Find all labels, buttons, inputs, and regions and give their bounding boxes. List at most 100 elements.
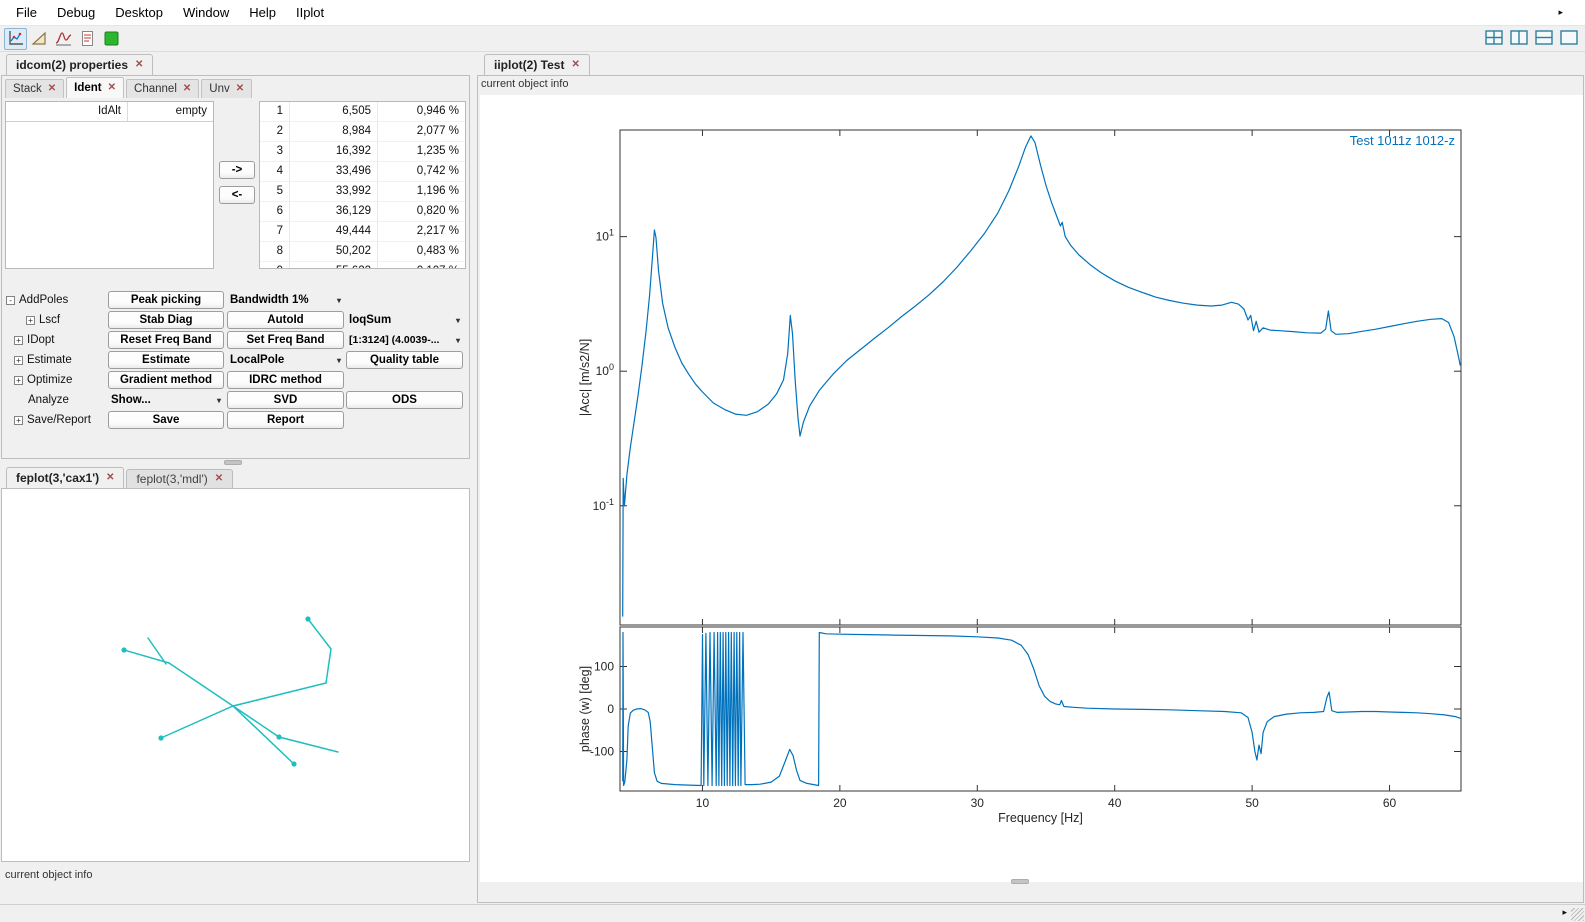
menu-help[interactable]: Help [249, 5, 276, 20]
tab-idcom-properties[interactable]: idcom(2) properties ✕ [6, 54, 154, 75]
pole-row[interactable]: 955,6220,107 % [260, 262, 465, 268]
tab-feplot-mdl[interactable]: feplot(3,'mdl') ✕ [126, 469, 234, 488]
close-icon[interactable]: ✕ [571, 59, 580, 70]
pole-cell: 6,505 [290, 102, 378, 122]
menu-window[interactable]: Window [182, 5, 230, 20]
layout-rows-icon[interactable] [1534, 28, 1554, 46]
expander-icon[interactable]: + [14, 335, 23, 345]
report-icon[interactable] [76, 28, 99, 50]
tab-feplot-cax1[interactable]: feplot(3,'cax1') ✕ [6, 467, 125, 488]
idalt-table[interactable]: IdAlt empty [5, 101, 214, 269]
expander-icon[interactable]: + [14, 415, 23, 425]
subtab-ident[interactable]: Ident ✕ [66, 77, 125, 98]
model-ok-icon[interactable] [100, 28, 123, 50]
feplot-status-text: current object info [5, 869, 93, 881]
report-button[interactable]: Report [227, 411, 344, 429]
pole-cell: 49,444 [290, 222, 378, 242]
setsquare-icon[interactable] [28, 28, 51, 50]
stab-diag-button[interactable]: Stab Diag [108, 311, 224, 329]
close-icon[interactable]: ✕ [214, 473, 224, 484]
close-icon[interactable]: ✕ [135, 59, 144, 70]
save-button[interactable]: Save [108, 411, 224, 429]
layout-toolbar [1484, 28, 1579, 46]
pole-cell: 0,483 % [378, 242, 465, 262]
idcom-plot-icon[interactable] [4, 27, 27, 50]
ods-button[interactable]: ODS [346, 391, 463, 409]
pole-cell: 0,820 % [378, 202, 465, 222]
autoid-button[interactable]: AutoId [227, 311, 344, 329]
pole-row[interactable]: 8 50,202 0,483 % [260, 242, 465, 262]
estimate-button[interactable]: Estimate [108, 351, 224, 369]
close-icon[interactable]: ✕ [47, 83, 57, 94]
pole-row[interactable]: 1 6,505 0,946 % [260, 102, 465, 122]
splitter-handle[interactable] [1011, 879, 1029, 884]
freq-range-combo[interactable]: [1:3124] (4.0039-... ▾ [346, 331, 463, 349]
localpole-combo[interactable]: LocalPole ▾ [227, 351, 344, 369]
expander-icon[interactable]: + [14, 355, 23, 365]
expander-icon[interactable]: - [6, 295, 15, 305]
pole-row[interactable]: 3 16,392 1,235 % [260, 142, 465, 162]
pole-row[interactable]: 2 8,984 2,077 % [260, 122, 465, 142]
layout-columns-icon[interactable] [1509, 28, 1529, 46]
subtab-channel[interactable]: Channel ✕ [126, 79, 200, 98]
statusbar-overflow-arrow-icon[interactable]: ▸ [1562, 907, 1567, 917]
set-freq-band-button[interactable]: Set Freq Band [227, 331, 344, 349]
menu-desktop[interactable]: Desktop [115, 5, 163, 20]
pole-cell: 16,392 [290, 142, 378, 162]
idrc-method-button[interactable]: IDRC method [227, 371, 344, 389]
move-left-button[interactable]: <- [219, 186, 255, 204]
feplot-canvas[interactable] [1, 488, 470, 862]
close-icon[interactable]: ✕ [107, 82, 117, 93]
wireframe-segment [147, 637, 167, 665]
gradient-method-button[interactable]: Gradient method [108, 371, 224, 389]
tool-row-lscf: + Lscf Stab Diag AutoId loqSum ▾ [2, 311, 464, 331]
tool-group-lscf: + Lscf [26, 314, 60, 326]
bandwidth-combo[interactable]: Bandwidth 1% ▾ [227, 291, 344, 309]
layout-grid-icon[interactable] [1484, 28, 1504, 46]
menu-file[interactable]: File [16, 5, 37, 20]
pole-row[interactable]: 7 49,444 2,217 % [260, 222, 465, 242]
expander-icon[interactable]: + [26, 315, 35, 325]
tool-group-idopt: + IDopt [14, 334, 55, 346]
subtab-stack[interactable]: Stack ✕ [5, 79, 65, 98]
idalt-empty-header: empty [175, 105, 207, 117]
close-icon[interactable]: ✕ [182, 83, 192, 94]
poles-table[interactable]: 1 6,505 0,946 % 2 8,984 2,077 % 3 16,392 1,235 %… [259, 101, 466, 269]
pole-cell: 6 [260, 202, 290, 222]
tab-iiplot-test[interactable]: iiplot(2) Test ✕ [484, 54, 590, 75]
menu-overflow-arrow-icon[interactable]: ▸ [1558, 7, 1563, 17]
tool-group-label: Estimate [27, 354, 72, 366]
setsquare-icon-glyph [31, 31, 46, 45]
pole-row[interactable]: 6 36,129 0,820 % [260, 202, 465, 222]
tool-row-addpoles: - AddPoles Peak picking Bandwidth 1% ▾ [2, 291, 464, 311]
close-icon[interactable]: ✕ [106, 472, 115, 483]
layout-single-icon[interactable] [1559, 28, 1579, 46]
curve-fit-icon[interactable] [52, 28, 75, 50]
menu-iiplot[interactable]: IIplot [295, 5, 325, 20]
resize-grip[interactable] [1571, 908, 1584, 921]
subtab-unv[interactable]: Unv ✕ [201, 79, 253, 98]
iiplot-info-text: current object info [481, 78, 569, 90]
pole-cell: 2,217 % [378, 222, 465, 242]
show-combo[interactable]: Show... ▾ [108, 391, 224, 409]
pole-cell: 55,622 [290, 262, 378, 268]
svd-button[interactable]: SVD [227, 391, 344, 409]
menu-debug[interactable]: Debug [56, 5, 96, 20]
wireframe-segment [232, 705, 339, 753]
wireframe-node [276, 734, 282, 740]
quality-table-button[interactable]: Quality table [346, 351, 463, 369]
pole-row[interactable]: 4 33,496 0,742 % [260, 162, 465, 182]
peak-picking-button[interactable]: Peak picking [108, 291, 224, 309]
pole-row[interactable]: 5 33,992 1,196 % [260, 182, 465, 202]
wireframe-node [305, 616, 311, 622]
subtab-channel-label: Channel [134, 83, 177, 95]
reset-freq-band-button[interactable]: Reset Freq Band [108, 331, 224, 349]
idalt-table-header: IdAlt empty [6, 102, 213, 122]
iiplot-tabbar: iiplot(2) Test ✕ [484, 54, 590, 75]
splitter-handle[interactable] [224, 460, 242, 465]
loqsum-combo[interactable]: loqSum ▾ [346, 311, 463, 329]
move-right-button[interactable]: -> [219, 161, 255, 179]
expander-icon[interactable]: + [14, 375, 23, 385]
tool-group-addpoles: - AddPoles [6, 294, 68, 306]
close-icon[interactable]: ✕ [235, 83, 245, 94]
